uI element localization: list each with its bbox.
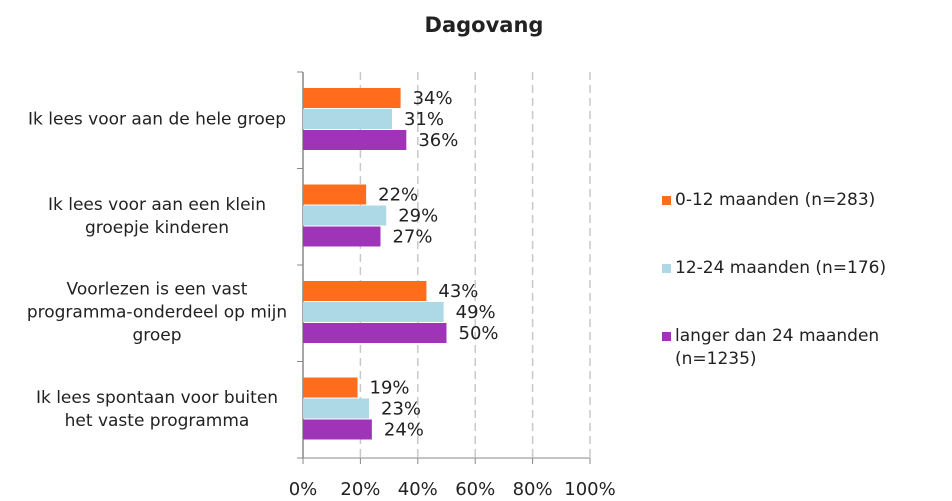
- chart-title: Dagovang: [425, 13, 544, 37]
- value-label: 23%: [381, 399, 421, 420]
- bar: [303, 226, 381, 247]
- bar: [303, 377, 358, 398]
- legend-label: 0-12 maanden (n=283): [675, 190, 876, 210]
- legend-swatch: [662, 264, 671, 273]
- x-tick-label: 100%: [564, 479, 615, 500]
- legend-item: 12-24 maanden (n=176): [662, 257, 947, 280]
- y-tick-label: Voorlezen is een vast programma-onderdee…: [26, 279, 288, 346]
- value-label: 24%: [384, 420, 424, 441]
- legend-label: 12-24 maanden (n=176): [675, 258, 887, 278]
- y-tick-label: Ik lees voor aan een klein groepje kinde…: [47, 194, 267, 238]
- value-label: 31%: [404, 109, 444, 130]
- legend-label: langer dan 24 maanden (n=1235): [675, 326, 880, 369]
- bar: [303, 419, 372, 440]
- x-tick-label: 20%: [340, 479, 380, 500]
- legend-item: 0-12 maanden (n=283): [662, 189, 947, 212]
- value-label: 49%: [456, 302, 496, 323]
- value-label: 19%: [370, 378, 410, 399]
- legend-swatch: [662, 196, 671, 205]
- bar: [303, 130, 407, 150]
- value-label: 43%: [438, 281, 478, 302]
- bar: [303, 205, 387, 226]
- x-tick-label: 60%: [455, 479, 495, 500]
- value-label: 27%: [392, 227, 432, 248]
- bar: [303, 398, 370, 419]
- value-label: 50%: [459, 323, 499, 344]
- bar: [303, 323, 447, 343]
- bar: [303, 281, 427, 301]
- legend-item: langer dan 24 maanden (n=1235): [662, 325, 947, 371]
- bar: [303, 184, 367, 205]
- value-label: 36%: [418, 130, 458, 151]
- legend-swatch: [662, 332, 671, 341]
- value-label: 34%: [413, 88, 453, 109]
- y-tick-label: Ik lees voor aan de hele groep: [28, 109, 286, 130]
- x-tick-label: 0%: [289, 479, 318, 500]
- x-tick-label: 80%: [513, 479, 553, 500]
- bar: [303, 109, 392, 129]
- x-tick-label: 40%: [398, 479, 438, 500]
- y-tick-label: Ik lees spontaan voor buiten het vaste p…: [35, 387, 279, 431]
- value-label: 22%: [378, 185, 418, 206]
- bar: [303, 302, 444, 322]
- bar: [303, 88, 401, 108]
- value-label: 29%: [398, 206, 438, 227]
